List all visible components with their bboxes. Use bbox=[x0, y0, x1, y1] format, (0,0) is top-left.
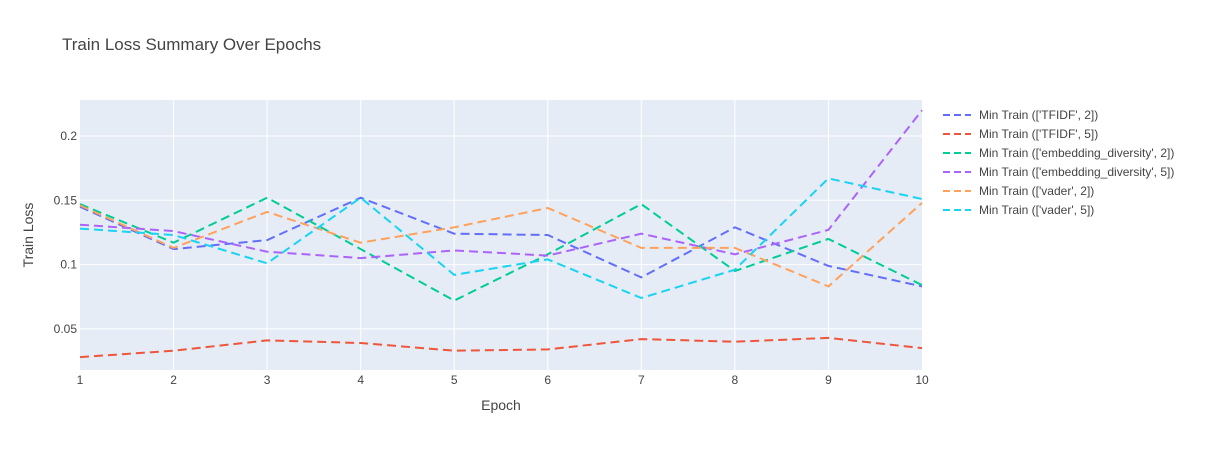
legend-label: Min Train (['TFIDF', 2]) bbox=[979, 108, 1098, 122]
x-axis-title: Epoch bbox=[481, 397, 521, 413]
legend-item[interactable]: Min Train (['TFIDF', 2]) bbox=[943, 108, 1098, 122]
x-tick-label: 5 bbox=[451, 373, 458, 387]
y-tick-label: 0.15 bbox=[54, 193, 78, 207]
y-axis-title: Train Loss bbox=[20, 203, 36, 268]
y-axis-ticks: 0.05 0.1 0.15 0.2 bbox=[54, 129, 78, 336]
legend-item[interactable]: Min Train (['embedding_diversity', 5]) bbox=[943, 165, 1174, 179]
legend-label: Min Train (['TFIDF', 5]) bbox=[979, 127, 1098, 141]
series-line-6 bbox=[79, 177, 923, 300]
series-line-3 bbox=[79, 196, 923, 302]
x-axis-ticks: 1 2 3 4 5 6 7 8 9 10 bbox=[77, 373, 929, 387]
series-line-4 bbox=[79, 109, 923, 260]
x-tick-label: 3 bbox=[264, 373, 271, 387]
legend-label: Min Train (['embedding_diversity', 2]) bbox=[979, 146, 1174, 160]
y-tick-label: 0.1 bbox=[60, 258, 77, 272]
x-tick-label: 7 bbox=[638, 373, 645, 387]
y-tick-label: 0.2 bbox=[60, 129, 77, 143]
legend-label: Min Train (['vader', 2]) bbox=[979, 184, 1094, 198]
x-tick-label: 1 bbox=[77, 373, 84, 387]
plot-area bbox=[80, 100, 922, 370]
x-tick-label: 10 bbox=[915, 373, 929, 387]
x-tick-label: 8 bbox=[732, 373, 739, 387]
legend-item[interactable]: Min Train (['embedding_diversity', 2]) bbox=[943, 146, 1174, 160]
chart-title: Train Loss Summary Over Epochs bbox=[62, 35, 321, 54]
legend-item[interactable]: Min Train (['TFIDF', 5]) bbox=[943, 127, 1098, 141]
x-tick-label: 9 bbox=[825, 373, 832, 387]
y-tick-label: 0.05 bbox=[54, 322, 78, 336]
legend-item[interactable]: Min Train (['vader', 5]) bbox=[943, 203, 1094, 217]
legend-label: Min Train (['vader', 5]) bbox=[979, 203, 1094, 217]
legend-label: Min Train (['embedding_diversity', 5]) bbox=[979, 165, 1174, 179]
series-line-2 bbox=[79, 336, 923, 359]
x-tick-label: 2 bbox=[170, 373, 177, 387]
legend-item[interactable]: Min Train (['vader', 2]) bbox=[943, 184, 1094, 198]
series-lines bbox=[79, 109, 923, 359]
x-tick-label: 6 bbox=[544, 373, 551, 387]
x-tick-label: 4 bbox=[357, 373, 364, 387]
legend: Min Train (['TFIDF', 2]) Min Train (['TFI… bbox=[943, 108, 1174, 217]
